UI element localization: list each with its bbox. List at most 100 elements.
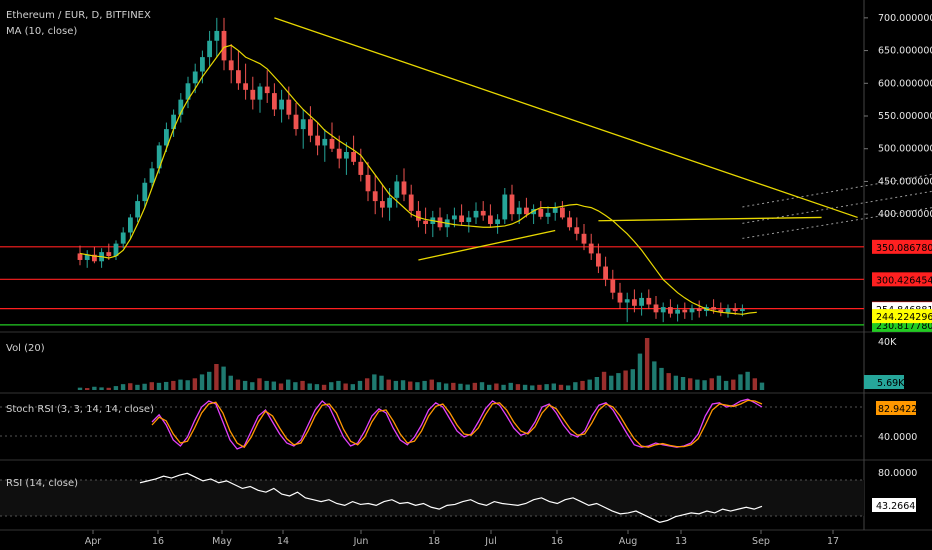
candle-body xyxy=(214,30,220,41)
candle-body xyxy=(545,212,551,217)
volume-bar xyxy=(163,381,169,390)
volume-bar xyxy=(84,388,90,390)
candle-body xyxy=(207,40,212,58)
candle-body xyxy=(416,210,421,221)
volume-bar xyxy=(192,378,198,390)
candle-body xyxy=(92,254,97,262)
volume-bar xyxy=(221,366,226,390)
volume-bar xyxy=(329,382,334,390)
volume-bar xyxy=(408,381,413,390)
candle-body xyxy=(581,233,587,244)
volume-bar xyxy=(501,384,506,390)
volume-bar xyxy=(479,382,485,390)
volume-bar xyxy=(350,384,355,390)
volume-label: Vol (20) xyxy=(6,343,45,354)
volume-bar xyxy=(587,379,592,390)
channel-line xyxy=(742,190,932,224)
candle-body xyxy=(488,215,493,224)
volume-bar xyxy=(652,361,657,390)
volume-bar xyxy=(573,382,578,390)
price-axis[interactable]: 700.00000000 650.00000000 600.00000000 550.… xyxy=(864,13,932,332)
candle-body xyxy=(286,99,292,115)
volume-bar xyxy=(458,383,463,390)
volume-bar xyxy=(544,384,549,390)
time-tick-label: May xyxy=(212,536,232,547)
trendlines xyxy=(274,17,858,261)
rsi-pane[interactable]: RSI (14, close) 80.0000 43.2664 xyxy=(0,468,917,523)
volume-last-badge-bg xyxy=(864,375,904,389)
volume-bar xyxy=(77,387,83,390)
price-badge-bg xyxy=(872,309,932,324)
candle-body xyxy=(524,207,529,215)
time-axis[interactable]: Apr 16 May 14 Jun 18 Jul 16 Aug 13 Sep 17 xyxy=(85,530,839,547)
time-tick-label: 16 xyxy=(152,536,164,547)
candle-body xyxy=(279,99,284,110)
volume-bar xyxy=(623,370,628,390)
volume-bar xyxy=(135,384,140,390)
volume-bar xyxy=(314,384,320,390)
candle-body xyxy=(639,297,644,306)
volume-bar xyxy=(680,377,686,390)
parallel-channel xyxy=(742,173,932,239)
main-pane[interactable]: Ethereum / EUR, D, BITFINEX MA (10, clos… xyxy=(0,10,932,326)
volume-last-badge: 5.69K xyxy=(877,378,905,389)
volume-bar xyxy=(745,371,750,390)
volume-bar xyxy=(688,378,693,390)
candle-body xyxy=(732,308,738,312)
candle-body xyxy=(675,309,680,314)
volume-bar xyxy=(723,380,729,390)
channel-line xyxy=(742,173,932,208)
volume-bar xyxy=(752,378,758,390)
volume-bar xyxy=(637,353,643,390)
candle-body xyxy=(668,307,673,314)
volume-bar xyxy=(149,382,154,390)
horizontal-levels xyxy=(0,246,864,326)
candle-body xyxy=(660,307,666,313)
candle-body xyxy=(351,152,356,162)
rsi-axis-tick: 80.0000 xyxy=(878,468,917,479)
stoch-last-badge: 82.9422 xyxy=(878,404,917,415)
volume-pane[interactable]: Vol (20) 40K 5.69K xyxy=(6,337,905,390)
candle-body xyxy=(300,119,306,130)
trendline xyxy=(274,17,858,219)
candle-body xyxy=(336,148,342,159)
candle-body xyxy=(228,60,234,71)
candle-body xyxy=(221,30,227,61)
candle-body xyxy=(113,243,119,257)
candle-body xyxy=(423,220,428,224)
candle-body xyxy=(603,266,608,280)
volume-bar xyxy=(293,382,298,390)
candle-body xyxy=(653,304,659,313)
candle-body xyxy=(293,114,299,130)
candle-body xyxy=(552,207,558,213)
volume-bar xyxy=(257,378,262,390)
volume-bar xyxy=(300,380,305,390)
candle-body xyxy=(372,191,378,202)
channel-line xyxy=(742,207,932,239)
volume-bar xyxy=(630,369,635,390)
candle-body xyxy=(408,194,414,211)
volume-bar xyxy=(400,380,406,390)
volume-bar xyxy=(616,373,621,390)
volume-bar xyxy=(565,385,571,390)
rsi-line xyxy=(139,472,763,523)
volume-bar xyxy=(336,380,341,390)
candle-body xyxy=(740,309,745,312)
volume-bar xyxy=(659,367,664,390)
volume-bar xyxy=(285,379,291,390)
stoch-rsi-pane[interactable]: Stoch RSI (3, 3, 14, 14, close) 40.0000 … xyxy=(0,398,917,450)
price-tick-label: 550.00000000 xyxy=(878,111,932,122)
candle-body xyxy=(264,86,270,94)
time-tick-label: 16 xyxy=(551,536,563,547)
candle-body xyxy=(77,253,83,260)
time-tick-label: Apr xyxy=(85,536,102,547)
time-tick-label: Jul xyxy=(484,536,496,547)
volume-bar xyxy=(321,384,327,390)
volume-bar xyxy=(451,382,456,390)
candle-body xyxy=(394,181,400,198)
candle-body xyxy=(596,253,601,267)
candle-body xyxy=(610,279,616,293)
volume-bar xyxy=(530,385,535,390)
